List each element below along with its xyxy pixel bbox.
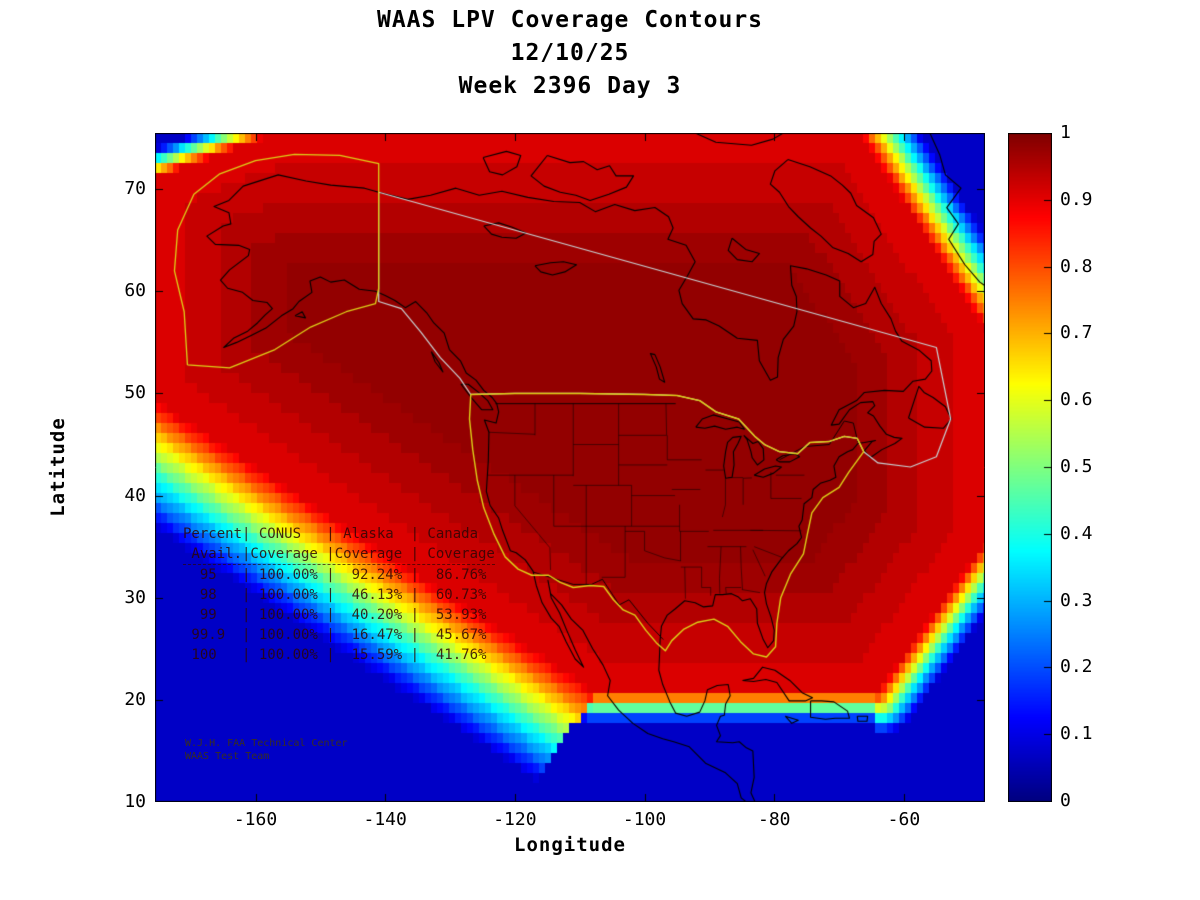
y-tick-label: 40 (124, 484, 146, 506)
chart-title: WAAS LPV Coverage Contours (376, 7, 764, 33)
coverage-table-line: 98 | 100.00% | 46.13% | 60.73% (183, 587, 487, 603)
coverage-map-canvas (155, 133, 985, 802)
x-tick-label: -120 (493, 809, 537, 830)
chart-week-day: Week 2396 Day 3 (458, 73, 682, 99)
colorbar-tick-label: 0.1 (1060, 723, 1093, 745)
colorbar-tick-label: 0.9 (1060, 188, 1093, 210)
y-tick-label: 50 (124, 382, 146, 404)
coverage-table-line: 99 | 100.00% | 40.20% | 53.93% (183, 607, 487, 623)
chart-title-block: WAAS LPV Coverage Contours 12/10/25 Week… (155, 4, 985, 103)
y-tick-label: 60 (124, 280, 146, 302)
coverage-table-line: Percent| CONUS | Alaska | Canada (183, 526, 479, 542)
plot-area: Percent| CONUS | Alaska | Canada Avail.|… (155, 133, 985, 802)
colorbar-tick-label: 0.6 (1060, 389, 1093, 411)
credit-line-2: WAAS Test Team (185, 751, 270, 762)
colorbar-tick-label: 0.4 (1060, 522, 1093, 544)
colorbar-tick-label: 0.5 (1060, 456, 1093, 477)
y-tick-label: 20 (124, 688, 146, 710)
y-tick-label: 70 (124, 178, 146, 200)
coverage-stats-table: Percent| CONUS | Alaska | Canada Avail.|… (183, 524, 495, 665)
colorbar-tick-label: 0.8 (1060, 255, 1093, 277)
x-tick-label: -160 (233, 809, 278, 830)
credit-annotation: W.J.H. FAA Technical Center WAAS Test Te… (185, 737, 348, 763)
colorbar-tick-label: 1 (1060, 122, 1071, 143)
coverage-table-line: 100 | 100.00% | 15.59% | 41.76% (183, 647, 487, 663)
colorbar-tick-label: 0 (1060, 790, 1071, 811)
x-tick-label: -60 (887, 809, 921, 830)
y-tick-label: 30 (124, 586, 146, 608)
y-tick-label: 10 (124, 791, 146, 812)
coverage-table-line: 99.9 | 100.00% | 16.47% | 45.67% (183, 627, 487, 643)
colorbar (1008, 133, 1052, 802)
colorbar-tick-label: 0.2 (1060, 656, 1093, 678)
colorbar-tick-label: 0.3 (1060, 589, 1093, 611)
x-axis-label: Longitude (514, 834, 626, 856)
x-tick-label: -100 (622, 809, 667, 830)
coverage-table-line: Avail.|Coverage |Coverage | Coverage (183, 544, 495, 565)
credit-line-1: W.J.H. FAA Technical Center (185, 738, 348, 749)
coverage-table-line: 95 | 100.00% | 92.24% | 86.76% (183, 567, 487, 583)
colorbar-tick-label: 0.7 (1060, 322, 1093, 344)
chart-date: 12/10/25 (510, 40, 630, 66)
x-tick-label: -80 (757, 809, 791, 830)
x-tick-label: -140 (363, 809, 407, 830)
